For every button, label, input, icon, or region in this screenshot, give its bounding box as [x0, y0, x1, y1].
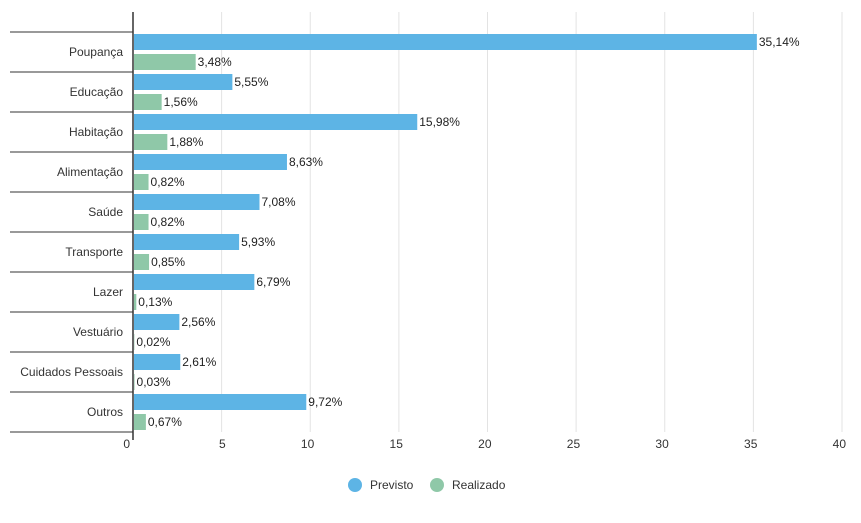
- data-label: 0,82%: [151, 215, 185, 229]
- data-label: 0,85%: [151, 255, 185, 269]
- category-label: Vestuário: [73, 325, 123, 339]
- data-label: 1,56%: [164, 95, 198, 109]
- bar-previsto: [134, 74, 233, 90]
- x-tick-label: 5: [219, 437, 226, 451]
- data-label: 7,08%: [261, 195, 295, 209]
- bar-previsto: [134, 114, 418, 130]
- legend-swatch-previsto: [348, 478, 362, 492]
- category-label: Lazer: [93, 285, 123, 299]
- data-label: 0,82%: [151, 175, 185, 189]
- bar-previsto: [134, 34, 757, 50]
- x-tick-label: 25: [567, 437, 581, 451]
- bar-previsto: [134, 394, 307, 410]
- category-label: Habitação: [69, 125, 123, 139]
- data-label: 35,14%: [759, 35, 800, 49]
- legend-label: Previsto: [370, 478, 414, 492]
- data-label: 0,03%: [137, 375, 171, 389]
- data-label: 2,56%: [181, 315, 215, 329]
- data-label: 3,48%: [198, 55, 232, 69]
- bar-realizado: [134, 294, 137, 310]
- data-label: 1,88%: [169, 135, 203, 149]
- category-label: Alimentação: [57, 165, 123, 179]
- data-label: 0,02%: [136, 335, 170, 349]
- data-label: 8,63%: [289, 155, 323, 169]
- bar-realizado: [134, 374, 135, 390]
- bar-realizado: [134, 94, 162, 110]
- legend-label: Realizado: [452, 478, 506, 492]
- bar-realizado: [134, 54, 196, 70]
- bar-realizado: [134, 254, 150, 270]
- data-label: 9,72%: [308, 395, 342, 409]
- data-label: 0,13%: [138, 295, 172, 309]
- x-tick-label: 20: [478, 437, 492, 451]
- x-tick-label: 30: [655, 437, 669, 451]
- category-label: Poupança: [69, 45, 123, 59]
- x-tick-label: 40: [833, 437, 847, 451]
- category-label: Educação: [70, 85, 124, 99]
- category-label: Transporte: [65, 245, 123, 259]
- data-label: 2,61%: [182, 355, 216, 369]
- category-label: Saúde: [88, 205, 123, 219]
- bar-previsto: [134, 274, 255, 290]
- x-tick-label: 35: [744, 437, 758, 451]
- category-label: Cuidados Pessoais: [20, 365, 123, 379]
- bar-realizado: [134, 214, 149, 230]
- data-label: 5,93%: [241, 235, 275, 249]
- bar-realizado: [134, 174, 149, 190]
- category-label: Outros: [87, 405, 123, 419]
- data-label: 6,79%: [256, 275, 290, 289]
- bar-realizado: [134, 414, 146, 430]
- bar-previsto: [134, 194, 260, 210]
- x-tick-label: 15: [390, 437, 404, 451]
- bar-previsto: [134, 314, 180, 330]
- legend-swatch-realizado: [430, 478, 444, 492]
- x-tick-label: 10: [301, 437, 315, 451]
- data-label: 0,67%: [148, 415, 182, 429]
- bar-previsto: [134, 154, 287, 170]
- data-label: 15,98%: [419, 115, 460, 129]
- bar-previsto: [134, 354, 181, 370]
- bar-realizado: [134, 134, 168, 150]
- x-tick-label: 0: [123, 437, 130, 451]
- data-label: 5,55%: [234, 75, 268, 89]
- bar-previsto: [134, 234, 240, 250]
